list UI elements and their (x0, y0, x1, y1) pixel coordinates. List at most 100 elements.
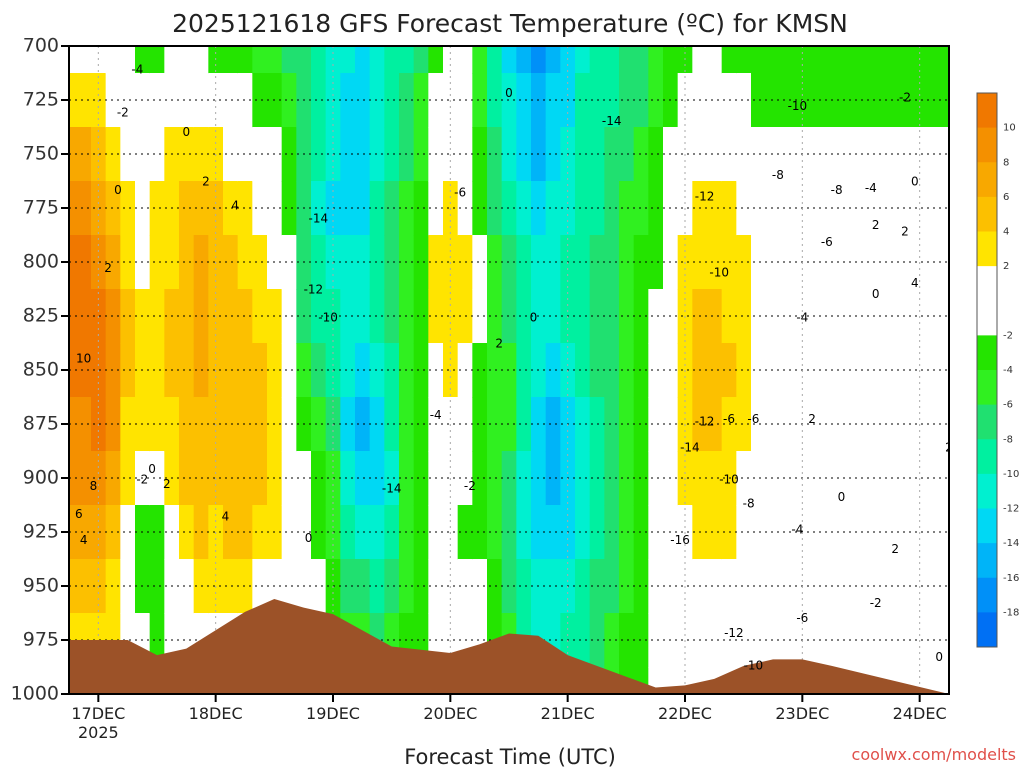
temperature-cell (237, 73, 253, 128)
temperature-cell (369, 505, 385, 560)
contour-label: -12 (304, 283, 324, 297)
temperature-cell (413, 397, 429, 452)
temperature-cell (736, 289, 752, 344)
temperature-cell (692, 46, 708, 74)
contour-label: -2 (870, 596, 882, 610)
temperature-cell (149, 505, 165, 560)
temperature-cell (281, 46, 297, 74)
contour-label: 0 (148, 462, 156, 476)
contour-label: -10 (318, 311, 338, 325)
temperature-cell (237, 343, 253, 398)
temperature-cell (223, 505, 239, 560)
temperature-cell (472, 73, 488, 128)
temperature-cell (604, 235, 620, 290)
temperature-cell (516, 343, 532, 398)
temperature-cell (487, 289, 503, 344)
temperature-cell (340, 343, 356, 398)
colorbar-label: -6 (1003, 400, 1013, 411)
temperature-cell (281, 451, 297, 506)
colorbar-bin (977, 543, 997, 579)
temperature-cell (369, 46, 385, 74)
temperature-cell (633, 613, 649, 668)
contour-label: -6 (796, 611, 808, 625)
temperature-cell (105, 46, 121, 74)
temperature-cell (223, 451, 239, 506)
temperature-cell (619, 613, 635, 668)
temperature-cell (516, 73, 532, 128)
y-tick-label: 925 (23, 521, 59, 543)
contour-label: -6 (723, 412, 735, 426)
temperature-cell (340, 73, 356, 128)
temperature-cell (252, 289, 268, 344)
temperature-cell (707, 343, 723, 398)
contour-label: 2 (808, 412, 816, 426)
ground-area (69, 599, 949, 694)
contour-label: -8 (831, 183, 843, 197)
colorbar-bin (977, 266, 997, 336)
temperature-cell (355, 451, 371, 506)
temperature-cell (751, 46, 949, 74)
temperature-cell (340, 397, 356, 452)
temperature-cell (223, 343, 239, 398)
temperature-cell (281, 343, 297, 398)
temperature-cell (252, 127, 268, 182)
temperature-cell (633, 397, 649, 452)
temperature-cell (736, 343, 752, 398)
temperature-cell (604, 181, 620, 236)
colorbar-label: 4 (1003, 227, 1009, 238)
temperature-cell (281, 289, 297, 344)
temperature-cell (575, 127, 591, 182)
temperature-cell (516, 451, 532, 506)
temperature-cell (120, 397, 136, 452)
temperature-cell (223, 235, 239, 290)
temperature-cell (472, 397, 488, 452)
temperature-cell (707, 451, 723, 506)
contour-label: -16 (670, 533, 690, 547)
temperature-cell (399, 46, 415, 74)
colorbar-bin (977, 162, 997, 198)
temperature-cell (487, 343, 503, 398)
temperature-cell (105, 289, 121, 344)
temperature-cell (252, 559, 268, 614)
temperature-cell (281, 505, 297, 560)
colorbar-label: -4 (1003, 365, 1013, 376)
temperature-cell (340, 127, 356, 182)
temperature-cell (69, 73, 92, 128)
temperature-cell (340, 181, 356, 236)
y-tick-label: 825 (23, 305, 59, 327)
temperature-cell (179, 235, 195, 290)
contour-label: 2 (872, 218, 880, 232)
temperature-cell (120, 127, 136, 182)
contour-label: -10 (719, 473, 739, 487)
temperature-cell (179, 451, 195, 506)
temperature-cell (252, 46, 268, 74)
temperature-cell (707, 181, 723, 236)
temperature-cell (413, 289, 429, 344)
contour-label: -14 (382, 481, 402, 495)
temperature-cell (604, 397, 620, 452)
x-tick-label: 22DEC (658, 704, 712, 723)
temperature-cell (311, 127, 327, 182)
temperature-cell (281, 559, 297, 614)
temperature-cell (384, 397, 400, 452)
temperature-cell (633, 559, 649, 614)
contour-label: -2 (899, 90, 911, 104)
temperature-cell (545, 181, 561, 236)
y-tick-label: 725 (23, 89, 59, 111)
temperature-cell (69, 181, 92, 236)
chart-title: 2025121618 GFS Forecast Temperature (ºC)… (172, 9, 848, 38)
contour-label: -2 (464, 479, 476, 493)
contour-labels: -4-20024210864-20240-14-12-10-14-6-4-202… (75, 62, 949, 672)
colorbar-label: -18 (1003, 607, 1019, 618)
colorbar-bin (977, 335, 997, 371)
temperature-cell (545, 397, 561, 452)
temperature-cell (501, 235, 517, 290)
temperature-cell (369, 181, 385, 236)
temperature-cell (69, 46, 92, 74)
temperature-cell (413, 181, 429, 236)
temperature-cell (355, 46, 371, 74)
contour-label: 0 (935, 650, 943, 664)
temperature-cell (281, 235, 297, 290)
temperature-cell (369, 451, 385, 506)
x-tick-label: 18DEC (189, 704, 243, 723)
